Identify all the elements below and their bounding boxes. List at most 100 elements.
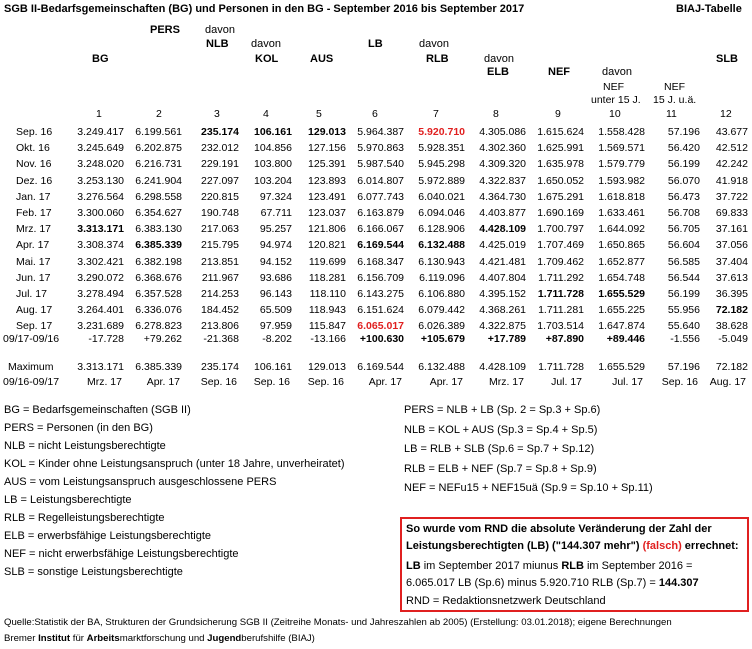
diff-cell: -5.049: [718, 333, 748, 345]
table-cell: 1.703.514: [537, 320, 584, 333]
table-cell: 6.278.823: [135, 320, 182, 333]
table-cell: 6.128.906: [418, 223, 465, 236]
table-cell: 56.473: [667, 190, 700, 203]
max-month-cell: Sep. 16: [661, 376, 698, 388]
table-cell: 56.604: [667, 239, 700, 252]
row-label: Jun. 17: [16, 271, 51, 284]
colnum-9: 9: [555, 108, 561, 120]
table-cell: 190.748: [201, 207, 239, 219]
max-month-cell: Apr. 17: [429, 376, 463, 388]
max-month-cell: Aug. 17: [709, 376, 746, 388]
table-cell: 5.972.889: [418, 174, 465, 187]
table-cell: 6.065.017: [357, 320, 404, 333]
table-cell: 1.711.728: [537, 288, 584, 300]
table-cell: 72.182: [715, 304, 748, 317]
table-cell: 1.700.797: [537, 223, 584, 236]
max-month-cell: Sep. 16: [200, 376, 237, 388]
row-label: Dez. 16: [16, 174, 53, 187]
table-cell: 93.686: [259, 271, 292, 284]
max-month-cell: Apr. 17: [368, 376, 402, 388]
max-value-cell: 106.161: [254, 361, 292, 373]
table-cell: 127.156: [308, 142, 346, 155]
table-cell: 1.690.169: [537, 207, 584, 219]
rnd-line-2: Leistungsberechtigten (LB) ("144.307 meh…: [406, 540, 739, 552]
row-label: Sep. 17: [16, 320, 53, 333]
max-value-cell: 72.182: [715, 361, 748, 373]
table-cell: 6.241.904: [135, 174, 182, 187]
table-cell: 1.711.292: [538, 271, 584, 284]
row-label: Apr. 17: [16, 239, 50, 252]
table-cell: 6.077.743: [357, 190, 404, 203]
organisation-line: Bremer Institut für Arbeitsmarktforschun…: [4, 633, 315, 644]
org-part-g: berufshilfe (BIAJ): [241, 633, 315, 644]
table-cell: 220.815: [201, 190, 239, 203]
table-cell: 213.851: [201, 255, 239, 268]
formula-item: PERS = NLB + LB (Sp. 2 = Sp.3 + Sp.6): [404, 404, 601, 416]
header-nef-u15-a: NEF: [603, 81, 624, 93]
colnum-12: 12: [720, 108, 732, 120]
max-month-cell: Sep. 16: [253, 376, 290, 388]
table-cell: 69.833: [715, 207, 748, 219]
table-cell: 123.893: [308, 174, 346, 187]
header-lb: LB: [368, 38, 383, 50]
rnd-result: 144.307: [658, 577, 699, 589]
table-cell: 4.322.875: [479, 320, 526, 333]
colnum-7: 7: [433, 108, 439, 120]
table-cell: 119.699: [308, 255, 346, 268]
table-cell: 118.943: [308, 304, 346, 317]
max-value-cell: 3.313.171: [77, 361, 124, 373]
header-davon-lb: davon: [419, 38, 449, 50]
max-value-cell: 1.711.728: [538, 361, 584, 373]
table-cell: 1.655.225: [598, 304, 645, 317]
table-cell: 115.847: [308, 320, 346, 333]
row-label: Jan. 17: [16, 190, 51, 203]
table-cell: 1.650.052: [537, 174, 584, 187]
header-aus: AUS: [310, 53, 334, 65]
diff-cell: -21.368: [203, 333, 239, 345]
table-cell: 3.264.401: [77, 304, 124, 317]
row-label: Nov. 16: [16, 158, 52, 171]
table-cell: 55.640: [667, 320, 700, 333]
table-cell: 94.974: [259, 239, 292, 252]
header-slb: SLB: [716, 53, 738, 65]
max-value-cell: 1.655.529: [598, 361, 645, 373]
table-cell: 1.558.428: [598, 126, 645, 138]
page-title: SGB II-Bedarfsgemeinschaften (BG) und Pe…: [4, 3, 525, 15]
diff-cell: -1.556: [670, 333, 700, 345]
table-cell: 4.302.360: [479, 142, 526, 155]
diff-cell: +89.446: [606, 333, 645, 345]
table-cell: 3.276.564: [77, 190, 124, 203]
table-cell: 6.383.130: [135, 223, 182, 236]
max-value-cell: 6.169.544: [357, 361, 404, 373]
rnd-line-3: LB im September 2017 miunus RLB im Septe…: [406, 560, 692, 572]
table-cell: 6.151.624: [357, 304, 404, 317]
row-label: Okt. 16: [16, 142, 50, 155]
table-cell: 42.512: [715, 142, 748, 155]
table-cell: 106.161: [254, 126, 292, 138]
legend-item: NLB = nicht Leistungsberechtigte: [4, 440, 166, 452]
table-cell: 3.249.417: [77, 126, 124, 138]
table-cell: 95.257: [259, 223, 292, 236]
row-label: Feb. 17: [16, 207, 52, 219]
header-elb: ELB: [487, 66, 509, 78]
table-cell: 65.509: [259, 304, 292, 317]
diff-cell: +100.630: [359, 333, 404, 345]
table-cell: 120.821: [308, 239, 346, 252]
table-cell: 118.281: [308, 271, 346, 284]
table-cell: 4.305.086: [479, 126, 526, 138]
formula-item: RLB = ELB + NEF (Sp.7 = Sp.8 + Sp.9): [404, 462, 597, 475]
header-davon-nef: davon: [602, 66, 632, 78]
table-cell: 215.795: [201, 239, 239, 252]
rnd-line-2-main: Leistungsberechtigten (LB) ("144.307 meh…: [406, 540, 640, 552]
max-month-cell: Mrz. 17: [86, 376, 122, 388]
diff-row-label: 09/17-09/16: [3, 333, 60, 345]
table-cell: 1.650.865: [598, 239, 645, 252]
table-cell: 1.593.982: [598, 174, 645, 187]
colnum-10: 10: [609, 108, 621, 120]
table-cell: 55.956: [667, 304, 700, 317]
colnum-3: 3: [214, 108, 220, 120]
table-cell: 1.618.818: [598, 190, 645, 203]
table-cell: 6.040.021: [418, 190, 465, 203]
header-davon-nlb: davon: [251, 38, 281, 50]
rnd-rlb: RLB: [561, 560, 584, 572]
